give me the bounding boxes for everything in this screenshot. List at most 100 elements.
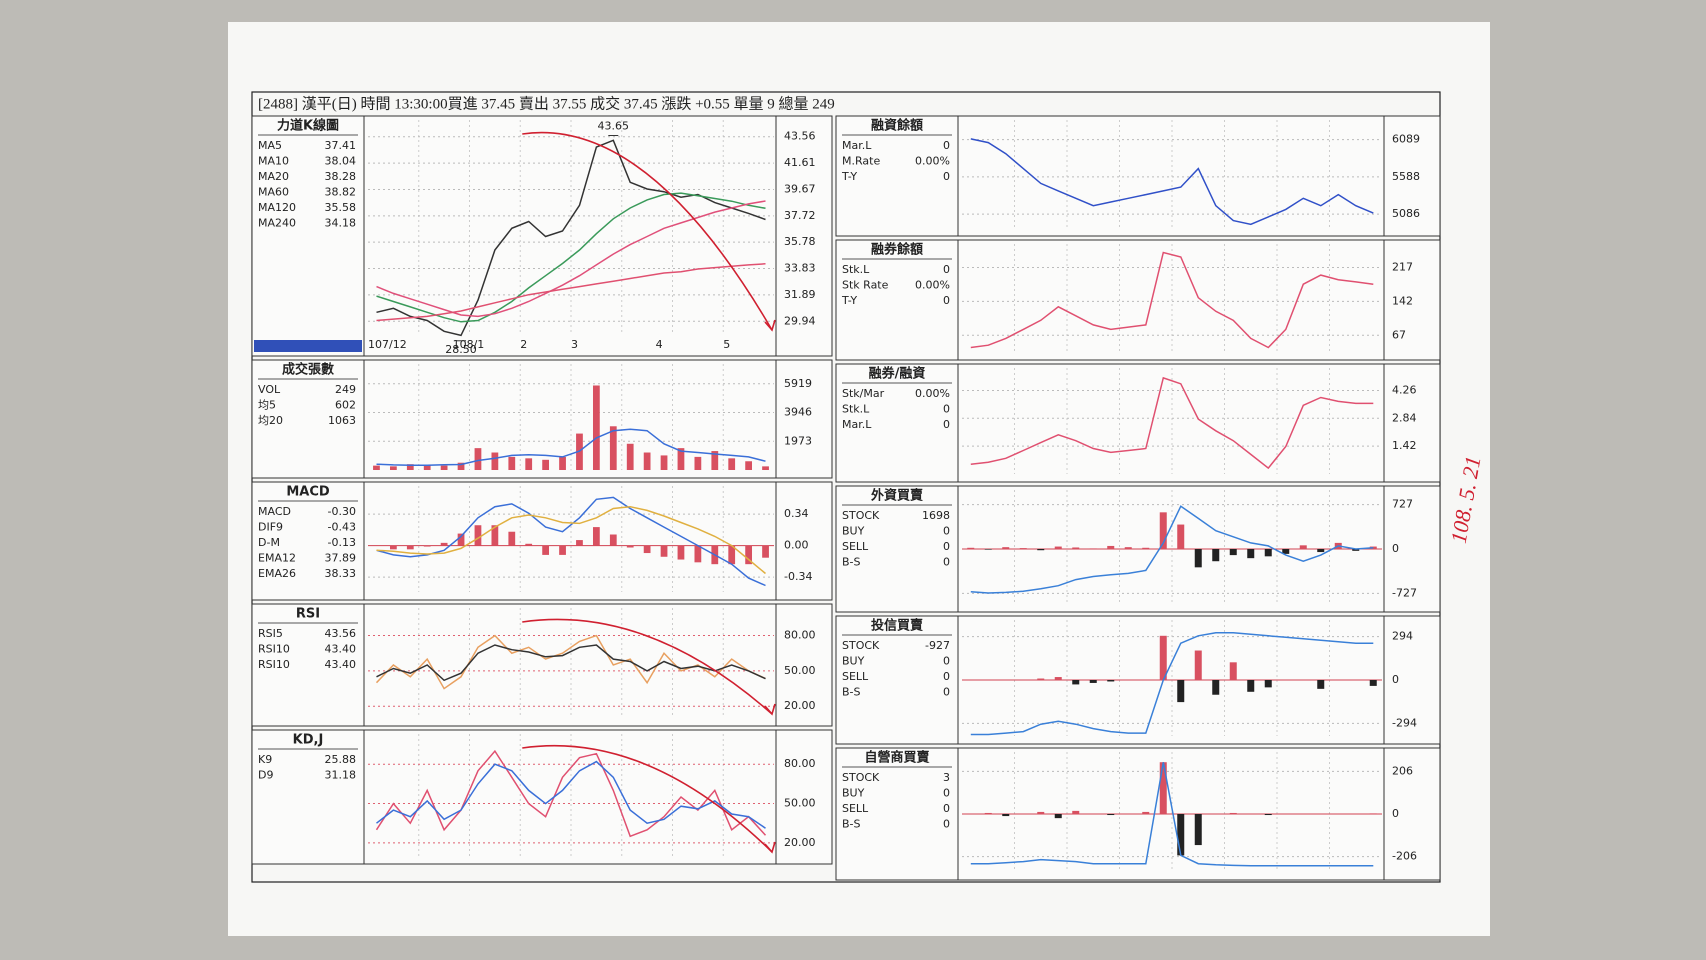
panel-title: 力道K線圖 — [277, 118, 339, 134]
legend-value: -0.43 — [328, 521, 356, 534]
bar — [1159, 512, 1167, 549]
bar — [1054, 814, 1062, 819]
line-series — [970, 505, 1374, 594]
legend-name: SELL — [842, 540, 869, 553]
y-tick-label: 67 — [1392, 328, 1406, 341]
legend-name: STOCK — [842, 639, 880, 652]
legend-name: STOCK — [842, 509, 880, 522]
bar — [1177, 680, 1185, 703]
legend-name: BUY — [842, 655, 865, 668]
y-tick-label: 4.26 — [1392, 383, 1417, 396]
bar — [474, 525, 482, 546]
legend-value: 0 — [943, 403, 950, 416]
legend-name: MA120 — [258, 201, 296, 214]
panel-title: 投信買賣 — [871, 618, 924, 634]
legend-name: K9 — [258, 753, 272, 766]
bar — [1037, 678, 1045, 680]
bar — [508, 456, 516, 470]
bar — [1194, 549, 1202, 568]
legend-value: 38.82 — [325, 186, 357, 199]
bar — [508, 531, 516, 546]
legend-value: 31.18 — [325, 769, 357, 782]
hand-arc — [522, 744, 773, 853]
legend-name: MA60 — [258, 186, 289, 199]
legend-name: B-S — [842, 686, 861, 699]
bar — [660, 455, 668, 470]
bar — [1142, 547, 1150, 549]
panel-frame — [251, 481, 833, 601]
y-tick-label: 0 — [1392, 542, 1399, 555]
legend-value: 43.56 — [325, 627, 357, 640]
legend-name: T-Y — [841, 294, 857, 307]
legend-name: Stk Rate — [842, 279, 889, 292]
line-series — [970, 251, 1374, 349]
bar — [389, 466, 397, 470]
bar — [1264, 814, 1272, 816]
legend-value: 0 — [943, 670, 950, 683]
legend-name: RSI5 — [258, 627, 283, 640]
line-series — [376, 760, 766, 829]
legend-name: D-M — [258, 536, 280, 549]
hand-arc — [522, 618, 773, 715]
bar — [1037, 811, 1045, 814]
bar — [373, 465, 380, 470]
bar — [457, 462, 465, 470]
panel-frame — [251, 359, 833, 479]
bar — [711, 451, 719, 470]
y-tick-label: 29.94 — [784, 314, 816, 327]
bar — [1229, 662, 1237, 680]
y-tick-label: 5086 — [1392, 207, 1420, 220]
panel-frame — [835, 363, 1441, 483]
line-series — [376, 505, 766, 575]
y-tick-label: 1.42 — [1392, 439, 1417, 452]
bar — [1282, 549, 1290, 554]
legend-name: BUY — [842, 525, 865, 538]
legend-value: 0 — [943, 525, 950, 538]
legend-value: 0 — [943, 818, 950, 831]
legend-value: 0 — [943, 556, 950, 569]
bar — [474, 448, 482, 470]
legend-name: MA5 — [258, 139, 282, 152]
bar — [745, 545, 753, 565]
bar — [576, 540, 583, 546]
legend-name: 均5 — [258, 399, 276, 412]
legend-value: 38.33 — [325, 567, 357, 580]
panel-frame — [835, 239, 1441, 361]
bar — [660, 545, 668, 557]
bar — [1247, 680, 1255, 692]
panel-frame — [251, 603, 833, 727]
bar — [1299, 545, 1307, 549]
y-tick-label: 20.00 — [784, 836, 816, 849]
y-tick-label: -294 — [1392, 716, 1417, 729]
legend-name: Mar.L — [842, 139, 872, 152]
legend-name: Stk.L — [842, 403, 870, 416]
hand-arrow — [764, 319, 776, 332]
bar — [1072, 547, 1080, 549]
legend-value: -0.13 — [328, 536, 356, 549]
legend-value: 37.41 — [325, 139, 357, 152]
y-tick-label: 206 — [1392, 764, 1413, 777]
line-series — [970, 632, 1374, 736]
y-tick-label: 33.83 — [784, 262, 816, 275]
legend-name: STOCK — [842, 771, 880, 784]
legend-value: 1698 — [922, 509, 950, 522]
legend-value: 0.00% — [915, 387, 950, 400]
panel-frame — [835, 115, 1441, 237]
x-tick-label: 107/12 — [368, 338, 407, 351]
legend-value: 35.58 — [325, 201, 357, 214]
bar — [559, 456, 566, 470]
y-tick-label: 20.00 — [784, 699, 816, 712]
bar — [1002, 547, 1010, 549]
line-series — [970, 138, 1374, 226]
bar — [406, 464, 414, 470]
y-tick-label: 41.61 — [784, 156, 816, 169]
panel-title: RSI — [296, 607, 320, 622]
bar — [677, 448, 685, 470]
legend-name: EMA12 — [258, 552, 296, 565]
y-tick-label: 31.89 — [784, 288, 816, 301]
y-tick-label: -0.34 — [784, 570, 812, 583]
bar — [1002, 814, 1010, 817]
bar — [762, 466, 769, 470]
y-tick-label: 80.00 — [784, 757, 816, 770]
y-tick-label: 0.00 — [784, 539, 809, 552]
